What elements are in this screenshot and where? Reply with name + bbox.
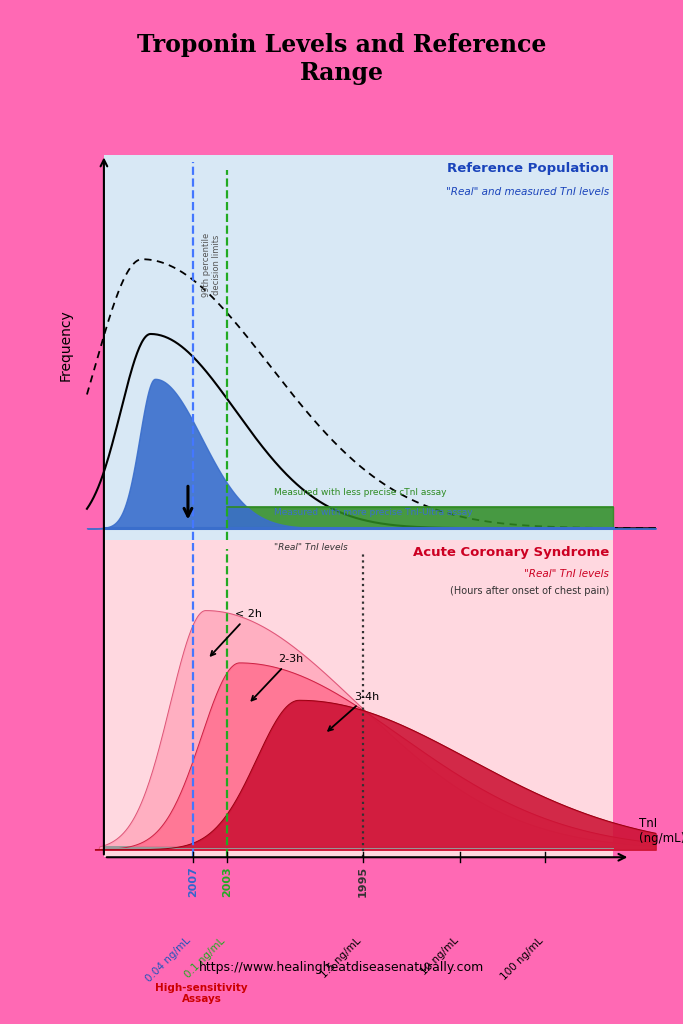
Text: "Real" TnI levels: "Real" TnI levels [274,544,348,552]
Text: "Real" and measured TnI levels: "Real" and measured TnI levels [446,186,609,197]
Text: Reference Population: Reference Population [447,162,609,175]
Text: 0.1 ng/mL: 0.1 ng/mL [183,936,227,980]
Text: 99th percentile
decision limits: 99th percentile decision limits [202,233,221,297]
Bar [104,155,613,540]
Text: Measured with more precise TnI-Ultra assay: Measured with more precise TnI-Ultra ass… [274,508,473,517]
Text: 2007: 2007 [188,866,198,897]
Text: Troponin Levels and Reference
Range: Troponin Levels and Reference Range [137,34,546,85]
Text: 10 ng/mL: 10 ng/mL [419,936,460,978]
Text: (Hours after onset of chest pain): (Hours after onset of chest pain) [449,586,609,596]
Bar [104,540,613,857]
Text: 0.04 ng/mL: 0.04 ng/mL [144,936,193,984]
Text: https://www.healingheatdiseasenaturally.com: https://www.healingheatdiseasenaturally.… [199,962,484,974]
Text: High-sensitivity
Assays: High-sensitivity Assays [155,983,248,1005]
Text: Frequency: Frequency [59,309,72,381]
Text: TnI
(ng/mL): TnI (ng/mL) [639,817,683,845]
Text: Measured with less precise cTnI assay: Measured with less precise cTnI assay [274,488,446,497]
Text: 1.5 ng/mL: 1.5 ng/mL [319,936,363,980]
Text: 100 ng/mL: 100 ng/mL [499,936,545,982]
Text: 1995: 1995 [358,866,368,897]
Text: < 2h: < 2h [211,609,262,655]
Text: 2003: 2003 [222,866,232,897]
Text: Acute Coronary Syndrome: Acute Coronary Syndrome [413,546,609,558]
Text: 2-3h: 2-3h [251,654,303,700]
Text: 3-4h: 3-4h [329,691,380,731]
Text: "Real" TnI levels: "Real" TnI levels [524,569,609,580]
